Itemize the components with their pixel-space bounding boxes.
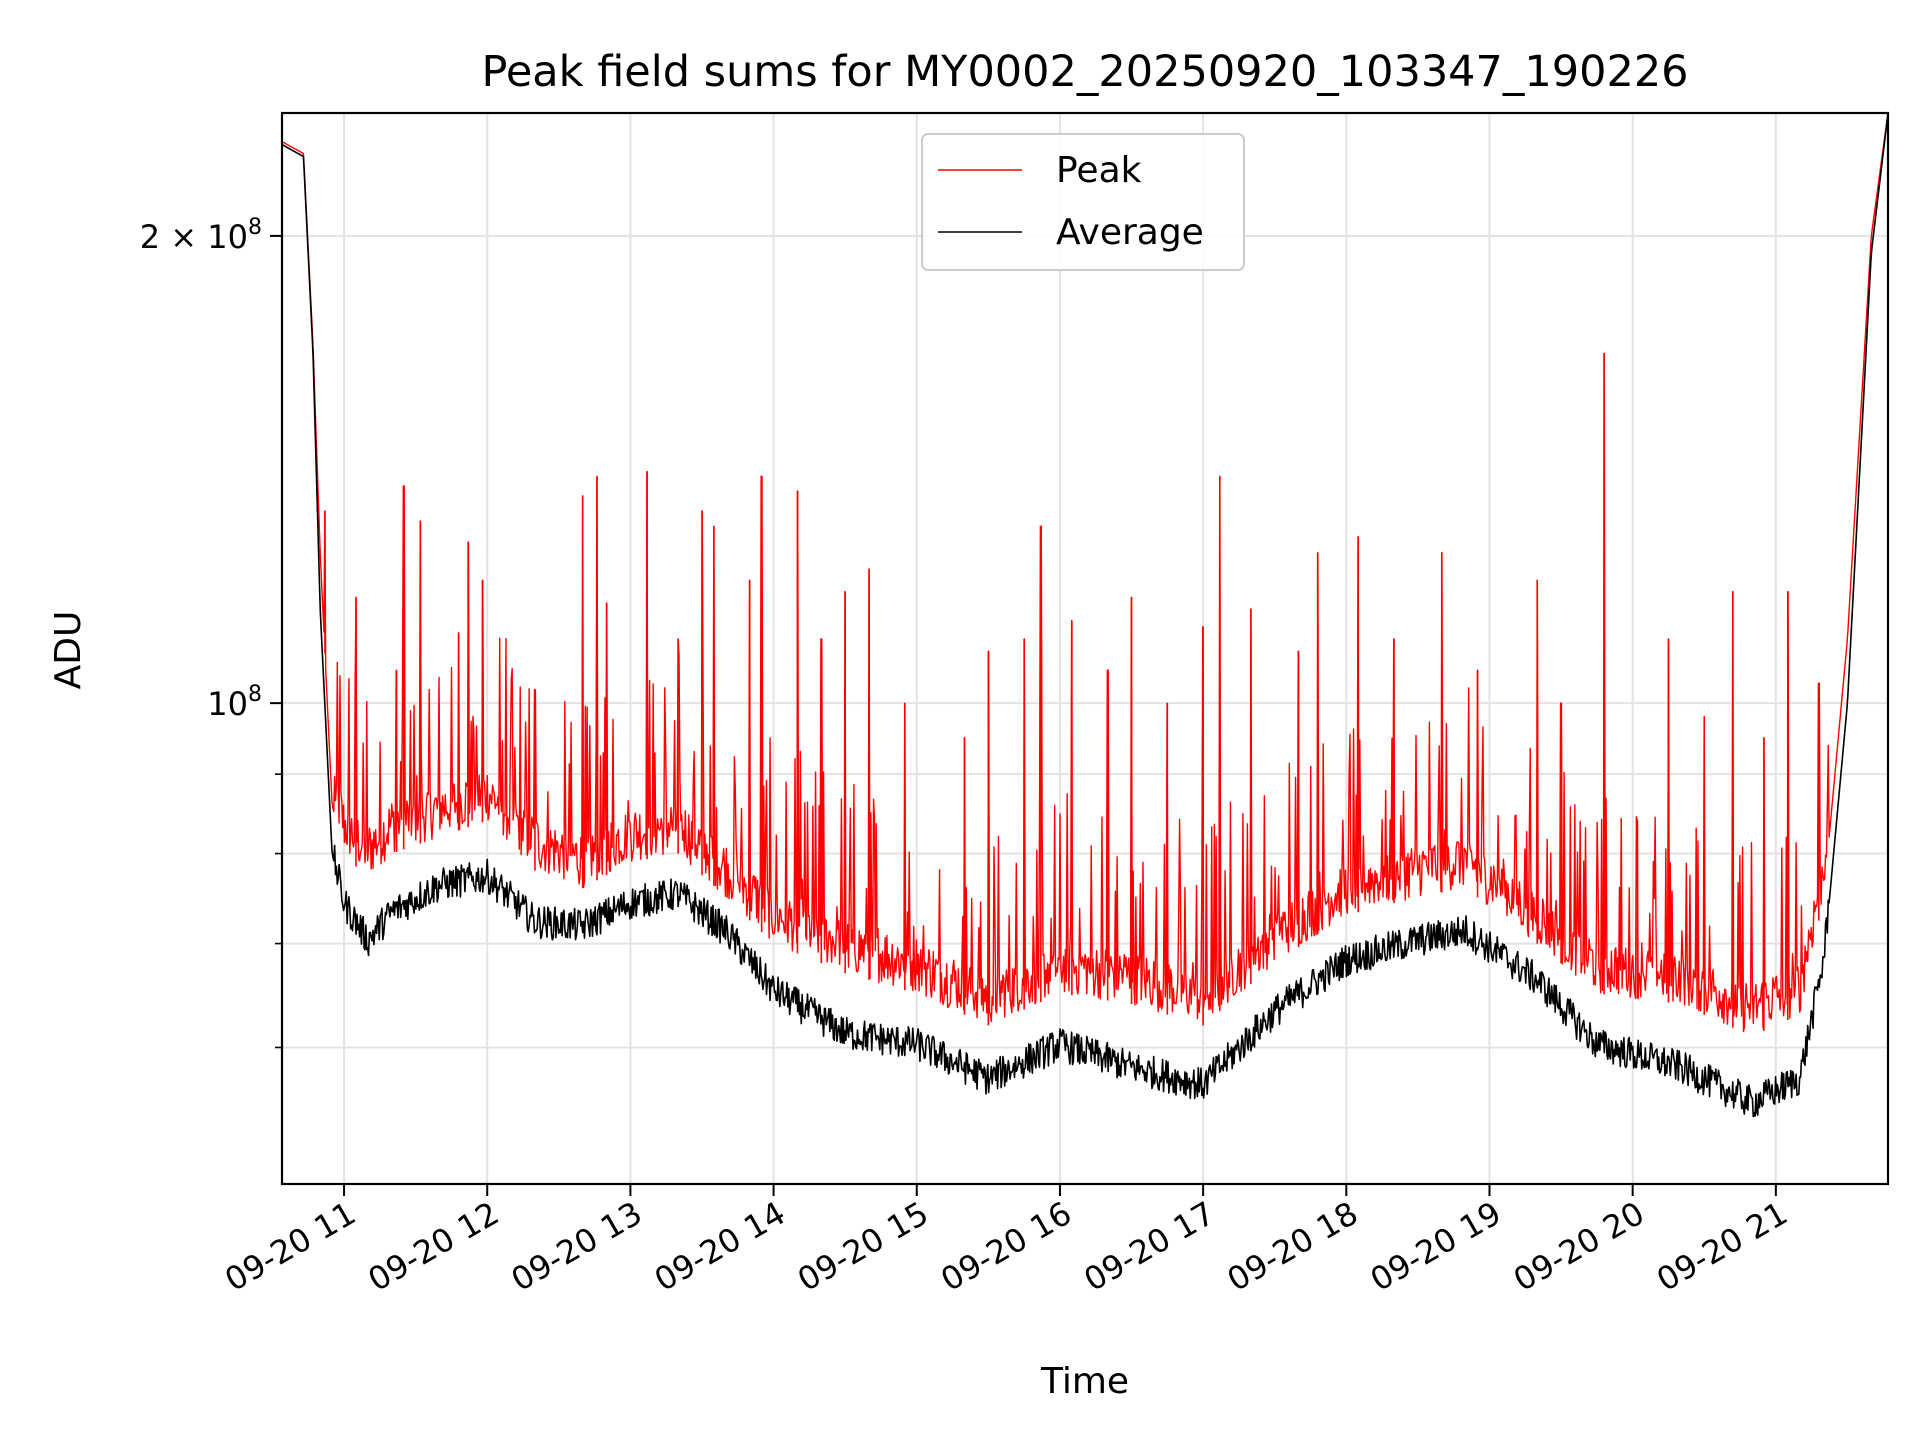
grid — [282, 113, 1888, 1184]
y-axis-label: ADU — [48, 611, 89, 690]
series-line-peak — [282, 113, 1888, 1033]
legend-box — [921, 133, 1245, 271]
series-line-average — [282, 113, 1888, 1118]
chart-title: Peak field sums for MY0002_20250920_1033… — [481, 47, 1688, 97]
y-axis: 2 × 108 108 — [140, 215, 282, 1049]
legend-label-peak: Peak — [1056, 150, 1142, 191]
y-tick-label: 108 — [207, 682, 262, 723]
x-axis-label: Time — [1040, 1361, 1129, 1402]
legend-label-average: Average — [1056, 212, 1204, 253]
series-layer — [282, 113, 1888, 1118]
plot-frame — [280, 111, 1890, 1186]
y-tick-label: 2 × 108 — [140, 215, 262, 256]
legend: Peak Average — [921, 133, 1245, 271]
